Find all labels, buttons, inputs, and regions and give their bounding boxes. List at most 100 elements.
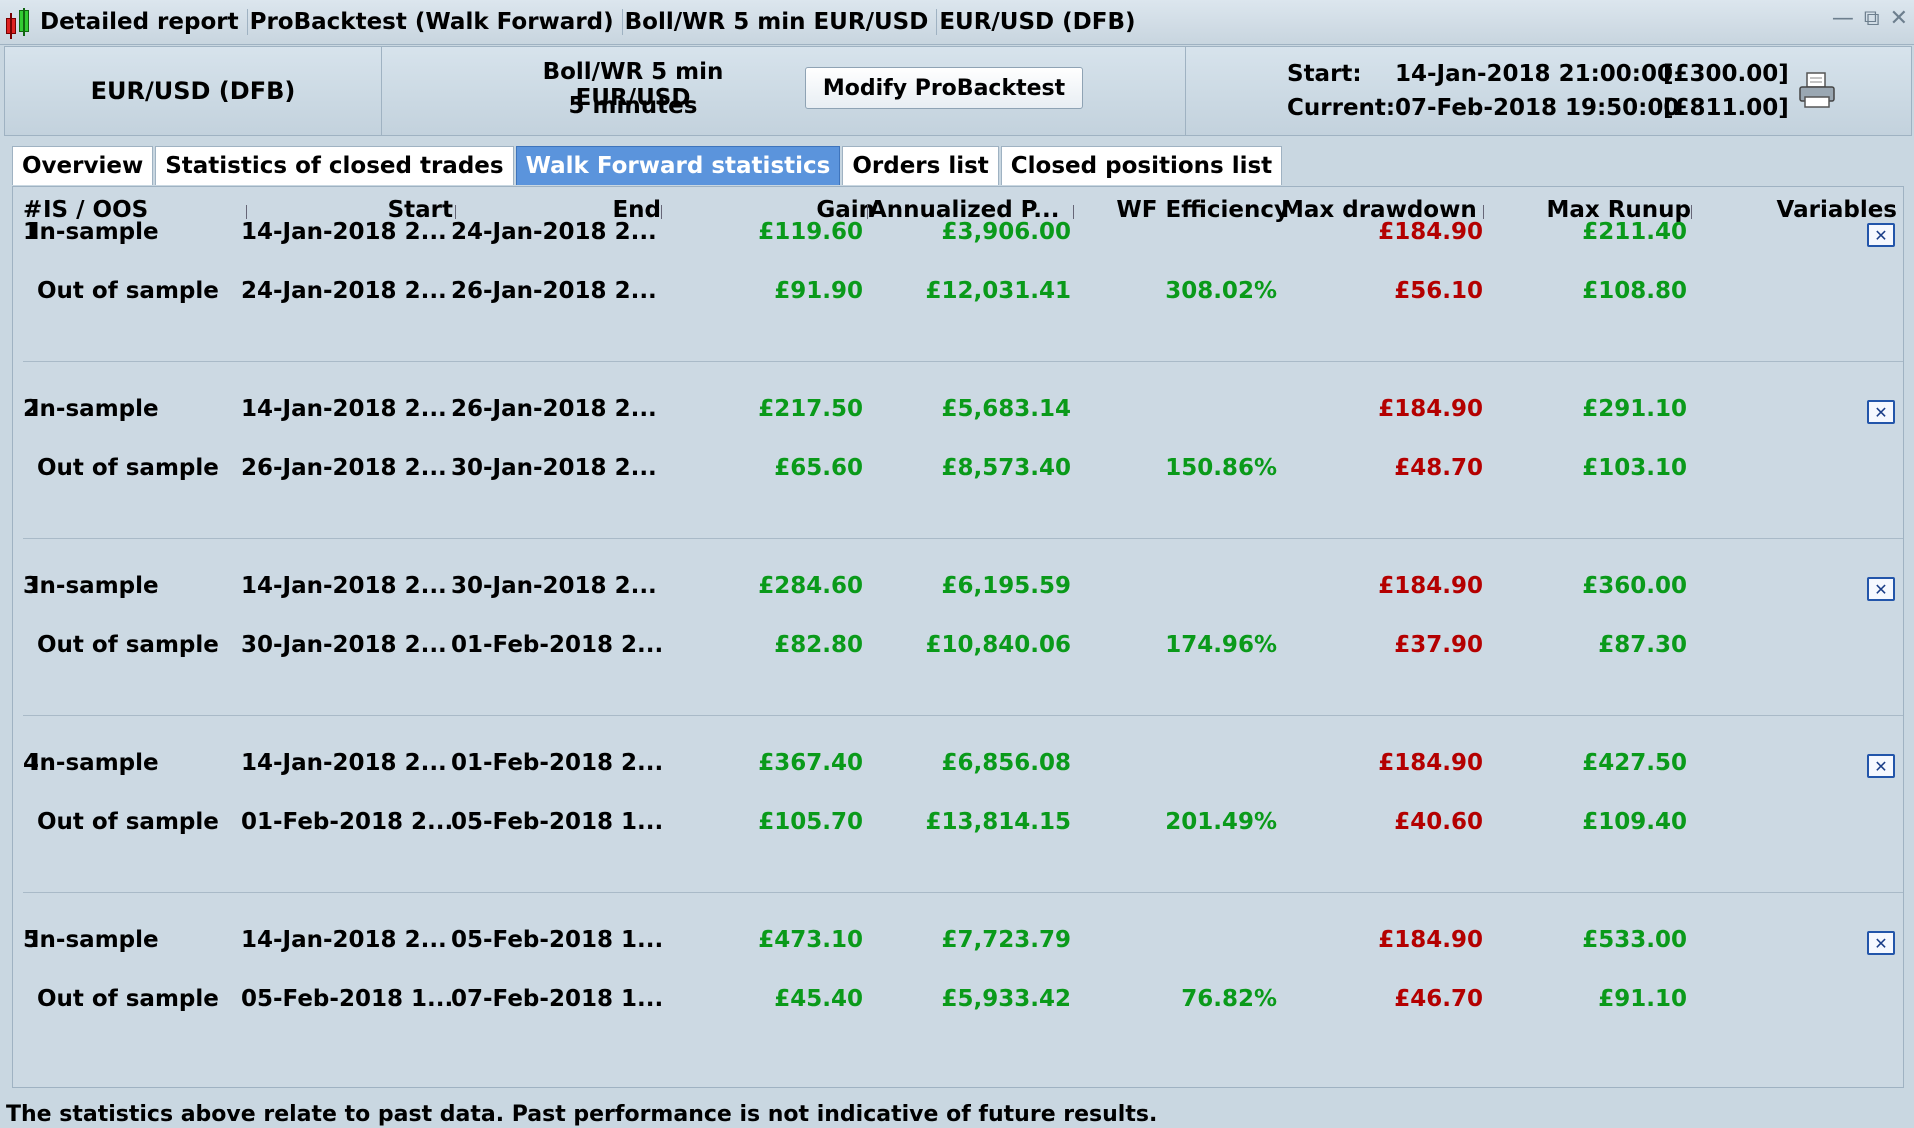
cell-start: 14-Jan-2018 2...	[241, 750, 447, 776]
cell-annualized: £12,031.41	[925, 278, 1071, 304]
variables-icon[interactable]: ✕	[1867, 577, 1895, 601]
dates-panel: Start: 14-Jan-2018 21:00:00 [£300.00] Cu…	[1187, 47, 1912, 135]
column-separator[interactable]	[455, 205, 456, 219]
in-sample-row[interactable]: 4 In-sample 14-Jan-2018 2... 01-Feb-2018 2.…	[13, 744, 1903, 784]
cell-wf-efficiency: 174.96%	[1165, 632, 1277, 658]
variables-icon[interactable]: ✕	[1867, 931, 1895, 955]
in-sample-row[interactable]: 3 In-sample 14-Jan-2018 2... 30-Jan-2018 2.…	[13, 567, 1903, 607]
column-separator[interactable]	[246, 205, 247, 219]
cell-max-drawdown: £46.70	[1394, 986, 1483, 1012]
strategy-panel: Boll/WR 5 min EUR/USD 5 minutes Modify P…	[383, 47, 1186, 135]
group-number: 1	[23, 219, 40, 245]
out-of-sample-row[interactable]: Out of sample 05-Feb-2018 1... 07-Feb-2018…	[13, 980, 1903, 1020]
col-header-max-runup[interactable]: Max Runup	[1546, 197, 1691, 223]
title-segment: ProBacktest (Walk Forward)	[248, 9, 623, 35]
cell-annualized: £10,840.06	[925, 632, 1071, 658]
row-type: In-sample	[31, 750, 159, 776]
in-sample-row[interactable]: 5 In-sample 14-Jan-2018 2... 05-Feb-2018 1.…	[13, 921, 1903, 961]
col-header-num[interactable]: #	[23, 197, 43, 223]
cell-annualized: £6,856.08	[941, 750, 1072, 776]
cell-gain: £473.10	[758, 927, 863, 953]
row-type: Out of sample	[37, 809, 219, 835]
out-of-sample-row[interactable]: Out of sample 01-Feb-2018 2... 05-Feb-2018…	[13, 803, 1903, 843]
cell-gain: £217.50	[758, 396, 863, 422]
cell-max-runup: £87.30	[1598, 632, 1687, 658]
variables-icon[interactable]: ✕	[1867, 754, 1895, 778]
row-type: In-sample	[31, 927, 159, 953]
group-number: 4	[23, 750, 40, 776]
instrument-name: EUR/USD (DFB)	[5, 47, 382, 135]
col-header-wf-efficiency[interactable]: WF Efficiency	[1116, 197, 1289, 223]
col-header-end[interactable]: End	[612, 197, 661, 223]
cell-start: 14-Jan-2018 2...	[241, 927, 447, 953]
group-number: 2	[23, 396, 40, 422]
tab-overview[interactable]: Overview	[12, 146, 154, 185]
cell-end: 01-Feb-2018 2...	[451, 750, 664, 776]
tab-statistics-closed-trades[interactable]: Statistics of closed trades	[155, 146, 514, 185]
cell-start: 30-Jan-2018 2...	[241, 632, 447, 658]
row-group-divider	[23, 361, 1903, 362]
printer-icon[interactable]	[1797, 71, 1837, 111]
cell-max-drawdown: £184.90	[1378, 573, 1483, 599]
row-type: Out of sample	[37, 455, 219, 481]
cell-annualized: £5,933.42	[941, 986, 1072, 1012]
column-separator[interactable]	[1073, 205, 1074, 219]
cell-max-drawdown: £184.90	[1378, 396, 1483, 422]
cell-annualized: £5,683.14	[941, 396, 1072, 422]
candlestick-icon	[4, 7, 34, 39]
walk-forward-table: # IS / OOS Start End Gain Annualized P..…	[12, 186, 1904, 1088]
cell-annualized: £6,195.59	[941, 573, 1072, 599]
out-of-sample-row[interactable]: Out of sample 24-Jan-2018 2... 26-Jan-2018…	[13, 272, 1903, 312]
cell-end: 05-Feb-2018 1...	[451, 927, 664, 953]
cell-max-drawdown: £184.90	[1378, 750, 1483, 776]
minimize-icon[interactable]: —	[1831, 6, 1854, 31]
cell-gain: £367.40	[758, 750, 863, 776]
strategy-period: 5 minutes	[568, 93, 698, 119]
col-header-gain[interactable]: Gain	[816, 197, 875, 223]
start-label: Start:	[1287, 61, 1362, 87]
title-segment: Detailed report	[38, 9, 248, 35]
cell-max-drawdown: £56.10	[1394, 278, 1483, 304]
col-header-is-oos[interactable]: IS / OOS	[43, 197, 149, 223]
in-sample-row[interactable]: 2 In-sample 14-Jan-2018 2... 26-Jan-2018 2.…	[13, 390, 1903, 430]
current-label: Current:	[1287, 95, 1396, 121]
cell-end: 24-Jan-2018 2...	[451, 219, 657, 245]
cell-start: 14-Jan-2018 2...	[241, 219, 447, 245]
cell-gain: £45.40	[774, 986, 863, 1012]
variables-icon[interactable]: ✕	[1867, 223, 1895, 247]
column-separator[interactable]	[1483, 205, 1484, 219]
tab-closed-positions-list[interactable]: Closed positions list	[1000, 146, 1283, 185]
out-of-sample-row[interactable]: Out of sample 30-Jan-2018 2... 01-Feb-2018…	[13, 626, 1903, 666]
col-header-start[interactable]: Start	[387, 197, 453, 223]
col-header-variables[interactable]: Variables	[1776, 197, 1897, 223]
cell-end: 26-Jan-2018 2...	[451, 278, 657, 304]
cell-max-runup: £103.10	[1582, 455, 1687, 481]
out-of-sample-row[interactable]: Out of sample 26-Jan-2018 2... 30-Jan-2018…	[13, 449, 1903, 489]
row-type: In-sample	[31, 573, 159, 599]
tab-walk-forward-statistics[interactable]: Walk Forward statistics	[515, 146, 841, 185]
restore-icon[interactable]: ⧉	[1863, 6, 1880, 31]
col-header-annualized[interactable]: Annualized P...	[869, 197, 1060, 223]
column-separator[interactable]	[661, 205, 662, 219]
title-segment: Boll/WR 5 min EUR/USD	[623, 9, 938, 35]
modify-probacktest-button[interactable]: Modify ProBacktest	[805, 67, 1083, 109]
row-type: Out of sample	[37, 986, 219, 1012]
title-segment: EUR/USD (DFB)	[939, 9, 1136, 35]
cell-start: 26-Jan-2018 2...	[241, 455, 447, 481]
current-amount: [£811.00]	[1663, 95, 1789, 121]
variables-icon[interactable]: ✕	[1867, 400, 1895, 424]
cell-max-runup: £291.10	[1582, 396, 1687, 422]
col-header-max-drawdown[interactable]: Max drawdown	[1281, 197, 1477, 223]
column-separator[interactable]	[1691, 205, 1692, 219]
cell-gain: £105.70	[758, 809, 863, 835]
cell-gain: £119.60	[758, 219, 863, 245]
close-icon[interactable]: ✕	[1889, 6, 1908, 31]
in-sample-row[interactable]: 1 In-sample 14-Jan-2018 2... 24-Jan-2018 2.…	[13, 213, 1903, 253]
cell-end: 26-Jan-2018 2...	[451, 396, 657, 422]
disclaimer: The statistics above relate to past data…	[6, 1102, 1158, 1127]
cell-max-drawdown: £184.90	[1378, 219, 1483, 245]
column-separator[interactable]	[867, 205, 868, 219]
current-value: 07-Feb-2018 19:50:00	[1395, 95, 1680, 121]
tab-orders-list[interactable]: Orders list	[842, 146, 999, 185]
cell-end: 05-Feb-2018 1...	[451, 809, 664, 835]
